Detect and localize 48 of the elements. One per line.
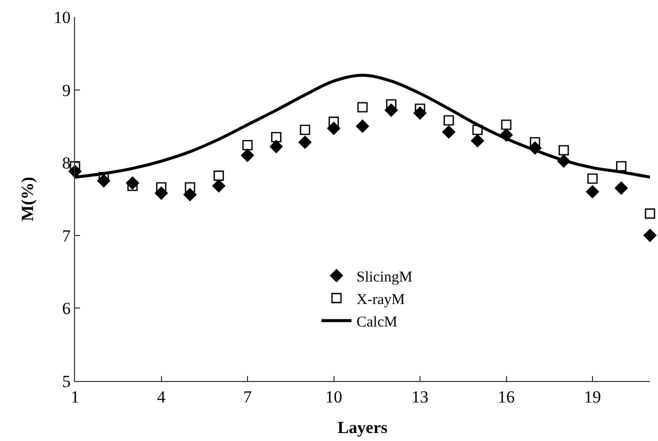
y-tick-label: 10 — [54, 8, 71, 27]
legend-label: CalcM — [356, 314, 398, 330]
point — [212, 179, 226, 192]
point — [328, 116, 339, 127]
y-axis-title: M(%) — [18, 176, 38, 222]
point — [270, 140, 283, 154]
x-tick-label: 19 — [584, 387, 601, 406]
point — [271, 132, 282, 142]
x-tick-label: 1 — [70, 387, 80, 406]
x-tick-label: 4 — [157, 387, 166, 406]
point — [98, 172, 109, 182]
point — [127, 180, 138, 192]
x-tick-label: 16 — [498, 387, 515, 406]
point — [356, 120, 369, 133]
point — [616, 161, 626, 172]
point — [357, 102, 368, 112]
x-tick-label: 10 — [325, 387, 342, 406]
point — [70, 161, 80, 172]
point — [386, 99, 396, 110]
point — [558, 145, 569, 156]
point — [614, 182, 628, 195]
y-tick-label: 6 — [62, 299, 71, 318]
y-tick-label: 8 — [62, 154, 71, 173]
point — [644, 228, 656, 242]
point — [444, 115, 454, 126]
point — [184, 182, 196, 192]
point — [298, 136, 312, 149]
point — [501, 120, 512, 130]
point — [472, 124, 483, 135]
x-tick-label: 13 — [412, 387, 428, 406]
point — [587, 173, 598, 184]
point — [300, 124, 310, 135]
point — [644, 208, 656, 219]
point — [214, 170, 224, 181]
y-tick-label: 9 — [62, 80, 71, 100]
point — [530, 137, 540, 148]
legend-label: SlicingM — [356, 269, 412, 286]
point — [242, 140, 253, 150]
x-tick-label: 7 — [243, 387, 252, 406]
legend-label: X-rayM — [356, 292, 405, 308]
x-axis-title: Layers — [337, 418, 388, 437]
y-tick-label: 5 — [62, 372, 71, 391]
point — [442, 126, 456, 139]
point — [586, 185, 599, 198]
y-tick-label: 7 — [62, 226, 72, 246]
point — [241, 148, 254, 162]
point — [156, 182, 166, 192]
point — [471, 134, 484, 148]
